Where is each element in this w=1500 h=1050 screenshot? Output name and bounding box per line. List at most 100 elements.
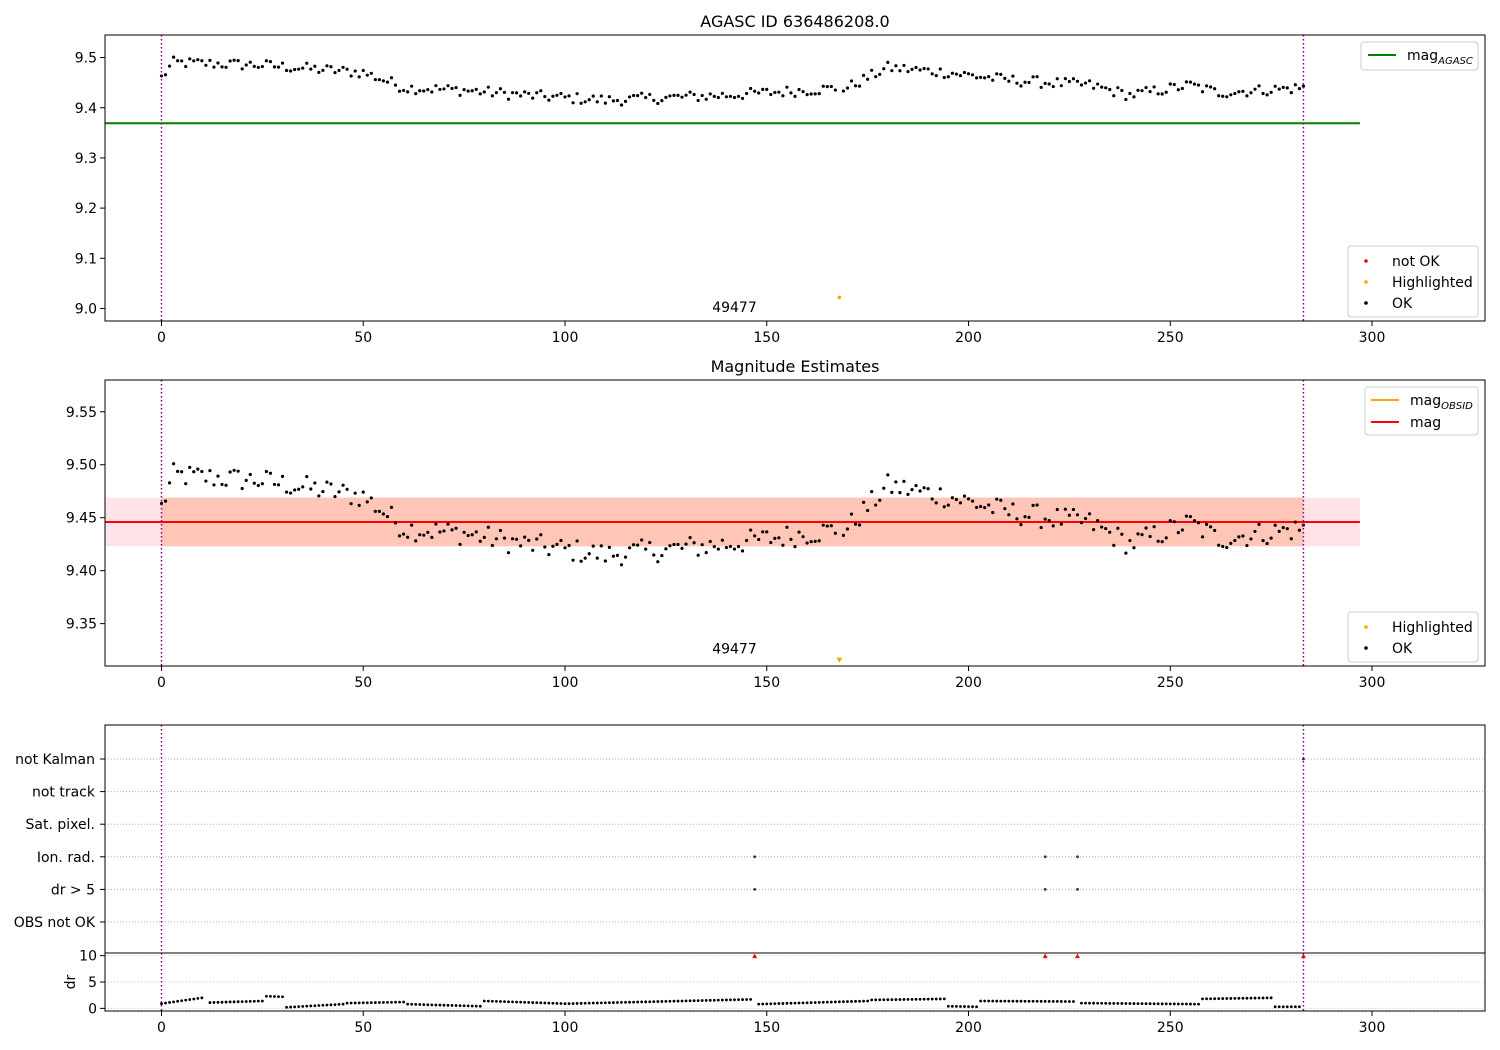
ok-series-1-point-233	[1104, 86, 1108, 90]
dr-point-92	[535, 1001, 539, 1005]
ok-series-2-point-32	[289, 491, 293, 495]
ok-series-2-point-10	[200, 469, 204, 474]
ok-series-2-point-236	[1116, 526, 1120, 530]
ok-series-2-point-139	[720, 538, 724, 542]
ok-series-2-point-26	[264, 469, 269, 474]
dr-point-35	[305, 1004, 309, 1008]
ok-series-1-point-76	[466, 89, 470, 93]
dr-point-144	[745, 998, 748, 1001]
ok-series-1-point-153	[777, 90, 781, 94]
ok-series-2-point-205	[991, 510, 995, 515]
ok-series-1-point-203	[983, 76, 987, 80]
dr-point-199	[971, 1005, 974, 1009]
legend-line-label-1: magAGASC	[1407, 48, 1473, 67]
ok-series-1-point-214	[1027, 80, 1031, 85]
dr-point-257	[1209, 997, 1213, 1001]
ok-series-2-point-112	[611, 554, 616, 558]
legend-points-2-marker-0	[1364, 625, 1368, 629]
ok-series-1-point-156	[789, 91, 793, 95]
ok-series-2-point-167	[833, 531, 837, 535]
dr-point-123	[660, 1000, 664, 1003]
ok-series-2-point-239	[1128, 538, 1132, 543]
dr-point-272	[1269, 996, 1273, 1000]
dr-point-226	[1084, 1001, 1087, 1005]
ok-series-1-point-53	[373, 78, 377, 82]
ok-series-1-point-18	[232, 58, 236, 62]
ok-series-2-point-261	[1217, 543, 1221, 547]
ok-series-1-point-243	[1144, 85, 1148, 90]
ok-series-2-point-23	[252, 481, 256, 485]
legend-points-1-label-1: Highlighted	[1392, 275, 1473, 291]
ok-series-2-point-254	[1188, 514, 1193, 519]
x-tick-label-2-5: 250	[1157, 675, 1184, 691]
ok-series-2-point-228	[1083, 516, 1088, 521]
dr-point-64	[422, 1003, 426, 1007]
ok-series-1-point-276	[1277, 87, 1281, 91]
ok-series-1-point-274	[1269, 90, 1273, 94]
ok-series-2-point-273	[1265, 541, 1269, 546]
ok-series-2-point-9	[196, 467, 200, 471]
ok-series-2-point-110	[603, 559, 607, 563]
ok-series-1-point-282	[1301, 84, 1306, 88]
ok-series-1-point-213	[1023, 80, 1027, 84]
flag-point-0-0	[753, 855, 757, 859]
dr-point-14	[220, 1000, 224, 1004]
dr-point-60	[406, 1002, 410, 1006]
ok-series-1-point-234	[1108, 87, 1112, 92]
ok-series-1-point-56	[385, 80, 390, 84]
dr-point-243	[1152, 1002, 1156, 1006]
ok-series-2-point-116	[627, 546, 632, 550]
x-tick-label-4-4: 200	[955, 1020, 982, 1036]
ok-series-2-point-275	[1273, 523, 1277, 527]
ok-series-2-point-220	[1051, 524, 1055, 528]
dr-point-274	[1277, 1005, 1281, 1009]
ok-series-2-point-66	[426, 530, 430, 534]
ok-series-2-point-183	[902, 479, 906, 483]
ok-series-1-point-129	[680, 95, 684, 99]
ok-series-2-point-121	[648, 540, 652, 545]
ok-series-2-point-48	[353, 491, 357, 495]
ok-series-1-point-238	[1124, 97, 1128, 102]
ok-series-2-point-170	[849, 512, 854, 516]
dr-point-38	[317, 1004, 321, 1007]
ok-series-1-point-220	[1051, 84, 1055, 89]
dr-point-248	[1172, 1002, 1176, 1006]
ok-series-2-point-95	[543, 545, 547, 549]
ok-series-2-point-145	[744, 538, 749, 543]
dr-point-112	[616, 1001, 619, 1004]
ok-series-1-point-187	[918, 68, 922, 72]
ok-series-1-point-124	[660, 98, 664, 103]
ok-series-2-point-140	[724, 545, 729, 550]
dr-point-143	[741, 998, 744, 1001]
ok-series-2-point-217	[1039, 525, 1043, 530]
dr-point-147	[761, 1002, 765, 1006]
axes-frame-1	[104, 34, 1486, 322]
ok-series-2-point-280	[1293, 520, 1297, 524]
ok-series-1-point-201	[974, 76, 979, 80]
ok-series-1-point-114	[619, 103, 624, 107]
ok-series-2-point-76	[466, 533, 470, 538]
ok-series-2-point-257	[1200, 535, 1205, 539]
dr-point-55	[386, 1000, 389, 1004]
dr-point-238	[1132, 1002, 1136, 1005]
dr-point-2	[168, 1001, 171, 1004]
ok-series-1-point-95	[543, 94, 547, 99]
ok-series-1-point-32	[289, 69, 293, 73]
dr-point-231	[1104, 1001, 1108, 1005]
ok-series-2-point-226	[1075, 513, 1080, 517]
ok-series-2-point-271	[1257, 522, 1261, 526]
ok-series-1-point-138	[716, 95, 720, 100]
ok-series-1-point-257	[1200, 90, 1205, 94]
ok-series-1-point-6	[184, 64, 188, 69]
ok-series-1-point-128	[676, 93, 680, 97]
dr-point-67	[434, 1003, 438, 1007]
ok-series-2-point-202	[979, 504, 983, 509]
ok-series-2-point-84	[498, 528, 503, 533]
ok-series-2-point-111	[607, 545, 611, 549]
dr-point-246	[1164, 1002, 1168, 1006]
dr-point-169	[850, 1000, 853, 1003]
ok-series-2-point-152	[773, 536, 777, 540]
ok-series-2-point-263	[1225, 545, 1229, 550]
ok-series-1-point-20	[240, 67, 244, 71]
dr-point-85	[507, 1000, 510, 1004]
